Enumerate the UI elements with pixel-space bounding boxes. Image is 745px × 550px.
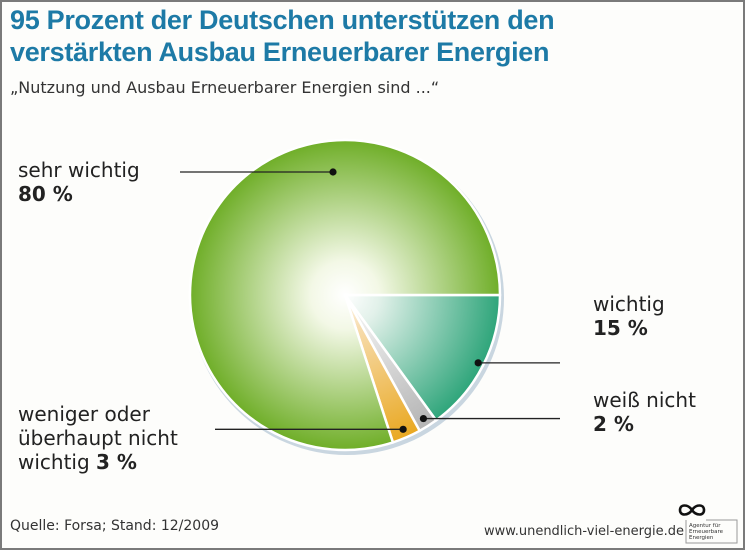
- leader-dot-weiss: [419, 414, 428, 423]
- source-note: Quelle: Forsa; Stand: 12/2009: [10, 518, 220, 534]
- pie-slice-wichtig: [343, 293, 502, 422]
- label-weniger-line-1: weniger oder: [18, 402, 150, 426]
- title-line-2: verstärkten Ausbau Erneuerbarer Energien: [10, 37, 550, 67]
- label-weniger-line-3: wichtig: [18, 450, 90, 474]
- label-weniger-value: 3 %: [96, 450, 137, 474]
- infinity-icon: [678, 504, 706, 516]
- logo-text-3: Energien: [689, 535, 714, 541]
- label-weniger-wichtig: weniger oder überhaupt nicht wichtig 3 %: [18, 402, 178, 474]
- logo-box: [685, 519, 738, 544]
- chart-subtitle: „Nutzung und Ausbau Erneuerbarer Energie…: [10, 78, 440, 97]
- label-wichtig-text: wichtig: [593, 292, 665, 316]
- chart-title: 95 Prozent der Deutschen unterstützen de…: [10, 4, 730, 68]
- label-wichtig: wichtig 15 %: [593, 292, 665, 340]
- label-sehr-wichtig-value: 80 %: [18, 182, 73, 206]
- agentur-logo: Agentur für Erneuerbare Energien: [678, 504, 738, 544]
- label-sehr-wichtig-text: sehr wichtig: [18, 158, 140, 182]
- label-sehr-wichtig: sehr wichtig 80 %: [18, 158, 140, 206]
- leader-dot-sehr: [329, 168, 337, 176]
- logo-text-1: Agentur für: [689, 523, 721, 529]
- label-weniger-line-2: überhaupt nicht: [18, 426, 178, 450]
- pie-slice-sehr: [188, 138, 502, 452]
- title-line-1: 95 Prozent der Deutschen unterstützen de…: [10, 5, 555, 35]
- logo-text-2: Erneuerbare: [689, 529, 724, 535]
- leader-dot-wichtig: [474, 359, 482, 367]
- label-weiss-nicht-value: 2 %: [593, 412, 634, 436]
- label-wichtig-value: 15 %: [593, 316, 648, 340]
- label-weiss-nicht: weiß nicht 2 %: [593, 388, 696, 436]
- leader-dot-weniger: [399, 425, 407, 433]
- label-weiss-nicht-text: weiß nicht: [593, 388, 696, 412]
- website-link[interactable]: www.unendlich-viel-energie.de: [484, 524, 684, 539]
